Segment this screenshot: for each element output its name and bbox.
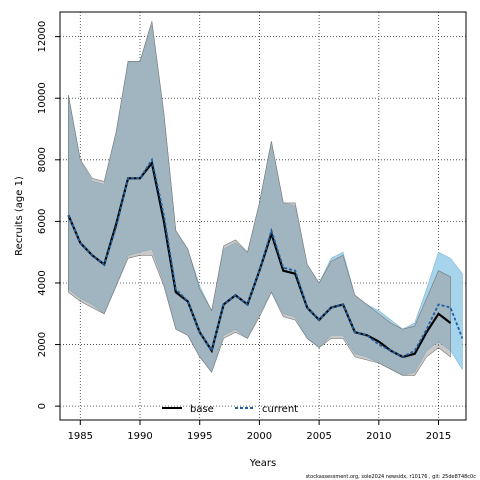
y-axis-title: Recruits (age 1) — [14, 176, 25, 256]
x-tick-label-2015: 2015 — [426, 431, 451, 442]
y-tick-label-10000: 10000 — [37, 82, 48, 114]
base-confidence-band — [68, 21, 451, 376]
x-tick-label-1985: 1985 — [68, 431, 93, 442]
y-tick-label-0: 0 — [37, 403, 48, 409]
x-axis: 1985 1990 1995 2000 2005 2010 2015 — [68, 420, 451, 442]
current-line — [67, 157, 464, 358]
x-tick-label-2005: 2005 — [306, 431, 331, 442]
x-tick-label-2000: 2000 — [247, 431, 272, 442]
y-tick-label-8000: 8000 — [37, 147, 48, 172]
y-tick-label-6000: 6000 — [37, 209, 48, 234]
x-axis-title: Years — [249, 458, 276, 469]
x-tick-label-2010: 2010 — [366, 431, 391, 442]
legend: base current — [162, 404, 298, 415]
footnote: stockassessment.org, sole2024 newsidx, r… — [306, 474, 477, 480]
y-tick-label-12000: 12000 — [37, 21, 48, 53]
confidence-bands — [68, 21, 463, 376]
legend-base-label: base — [190, 404, 214, 415]
y-axis: 0 2000 4000 6000 8000 10000 12000 — [37, 21, 60, 409]
legend-current-label: current — [262, 404, 298, 415]
x-tick-label-1995: 1995 — [187, 431, 212, 442]
x-tick-label-1990: 1990 — [127, 431, 152, 442]
y-tick-label-4000: 4000 — [37, 270, 48, 295]
series-lines — [67, 157, 464, 359]
plot-frame — [59, 11, 467, 421]
y-tick-label-2000: 2000 — [37, 332, 48, 357]
